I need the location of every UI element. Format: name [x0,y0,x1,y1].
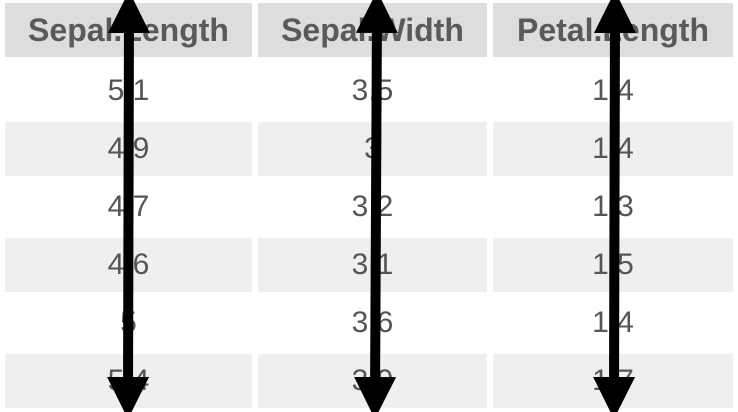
double-arrow-sepal-length [107,0,150,412]
double-arrow-sepal-width [354,0,398,412]
double-arrow-petal-length [593,0,636,412]
